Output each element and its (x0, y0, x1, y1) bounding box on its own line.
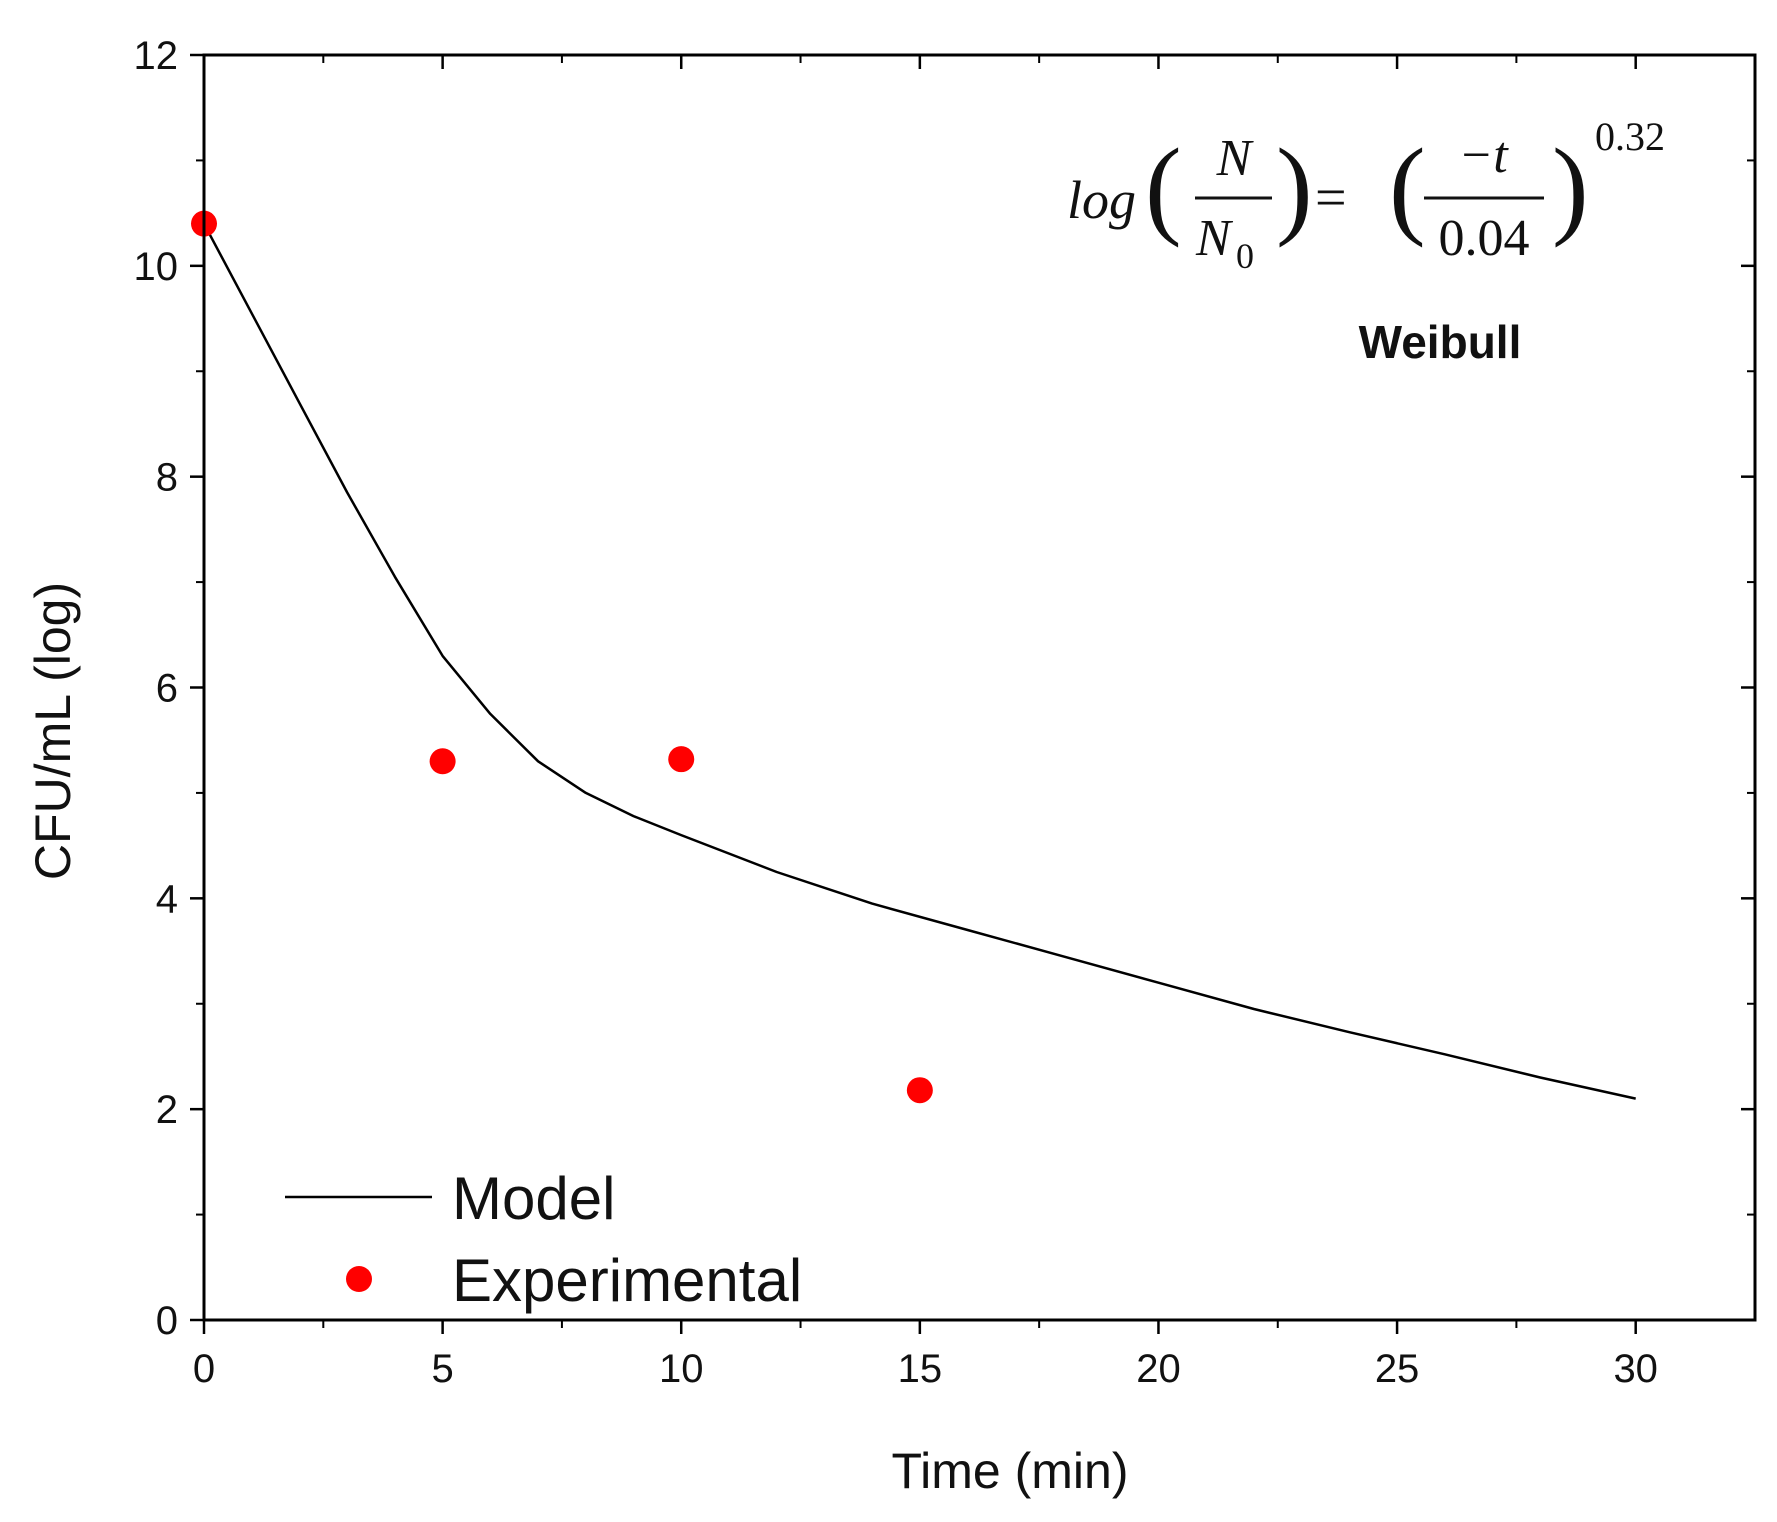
x-tick-label: 20 (1136, 1347, 1181, 1391)
equation-annotation: log ( N N 0 ) = ( −t 0.04 ) 0.32 (1067, 114, 1665, 276)
legend: Model Experimental (285, 1165, 802, 1314)
equation-lparen-2: ( (1389, 126, 1426, 248)
x-tick-label: 0 (193, 1347, 215, 1391)
x-tick-label: 10 (659, 1347, 704, 1391)
equation-log: log (1067, 170, 1136, 230)
y-tick-label: 10 (134, 245, 179, 289)
y-axis-title: CFU/mL (log) (25, 582, 81, 880)
model-curve (202, 223, 1636, 1100)
equation-equals: = (1315, 167, 1347, 229)
experimental-point (906, 1077, 933, 1104)
experimental-point (429, 748, 456, 775)
y-tick-label: 4 (156, 877, 178, 921)
x-tick-label: 25 (1375, 1347, 1420, 1391)
equation-lhs-denominator: N (1195, 210, 1234, 267)
equation-lparen-1: ( (1145, 126, 1182, 248)
equation-rparen-2: ) (1552, 126, 1589, 248)
experimental-point (668, 746, 695, 773)
equation-exponent: 0.32 (1595, 114, 1665, 159)
x-axis-title: Time (min) (891, 1443, 1128, 1499)
chart-subtitle: Weibull (1359, 316, 1522, 368)
equation-rparen-1: ) (1276, 126, 1313, 248)
y-tick-label: 0 (156, 1299, 178, 1343)
x-tick-label: 5 (431, 1347, 453, 1391)
x-tick-label: 15 (898, 1347, 943, 1391)
plot-frame (202, 53, 1757, 1322)
y-tick-label: 8 (156, 456, 178, 500)
y-tick-label: 6 (156, 667, 178, 711)
equation-rhs-denominator: 0.04 (1439, 210, 1530, 267)
legend-experimental-label: Experimental (452, 1247, 802, 1314)
y-tick-label: 2 (156, 1088, 178, 1132)
y-tick-label: 12 (134, 34, 179, 78)
legend-model-label: Model (452, 1165, 615, 1232)
x-tick-label: 30 (1613, 1347, 1658, 1391)
legend-experimental-swatch (346, 1266, 372, 1292)
equation-lhs-numerator: N (1216, 130, 1255, 187)
equation-lhs-subscript: 0 (1236, 236, 1254, 276)
equation-rhs-numerator: −t (1458, 127, 1509, 184)
